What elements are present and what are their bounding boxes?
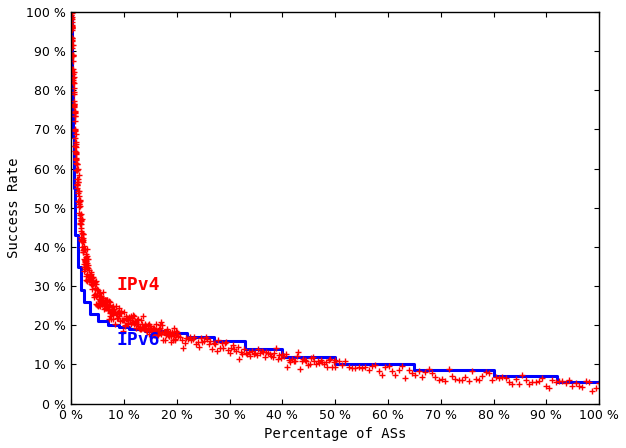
IPv4 <box>70 85 78 90</box>
IPv4 <box>68 22 75 28</box>
IPv4 <box>164 332 172 337</box>
IPv4 <box>588 388 596 394</box>
IPv6 <box>68 13 75 18</box>
IPv6 <box>277 346 285 352</box>
IPv4 <box>595 381 603 386</box>
IPv4 <box>324 364 331 370</box>
IPv6 <box>300 354 308 359</box>
IPv6 <box>172 331 180 336</box>
IPv6 <box>553 379 561 385</box>
Text: IPv6: IPv6 <box>116 331 160 349</box>
IPv6 <box>595 379 603 385</box>
IPv4 <box>358 366 366 371</box>
Y-axis label: Success Rate: Success Rate <box>7 158 21 258</box>
IPv6 <box>437 368 444 373</box>
Line: IPv6: IPv6 <box>71 16 599 382</box>
Line: IPv4: IPv4 <box>68 9 602 394</box>
Text: IPv4: IPv4 <box>116 276 160 294</box>
IPv6 <box>282 354 289 359</box>
IPv6 <box>439 368 446 373</box>
X-axis label: Percentage of ASs: Percentage of ASs <box>264 427 406 441</box>
IPv4 <box>68 9 75 15</box>
IPv4 <box>194 339 202 345</box>
